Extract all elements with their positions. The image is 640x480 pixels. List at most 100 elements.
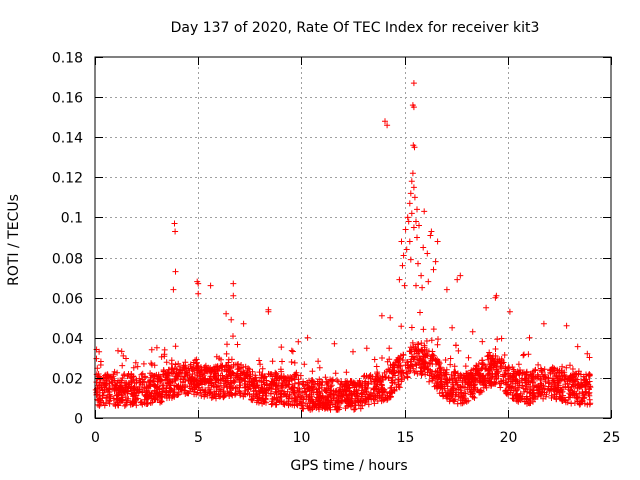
data-point: [159, 388, 166, 395]
data-point: [139, 376, 146, 383]
data-point: [429, 361, 436, 368]
data-point: [256, 357, 263, 364]
data-point: [365, 401, 372, 408]
data-point: [428, 373, 435, 379]
data-point: [96, 348, 103, 355]
data-point: [222, 378, 229, 385]
data-point: [529, 378, 536, 385]
data-point: [289, 348, 296, 355]
data-point: [444, 391, 451, 398]
data-point: [316, 393, 323, 400]
data-point: [163, 391, 170, 398]
data-point: [471, 394, 478, 401]
data-point: [232, 361, 239, 368]
data-point: [559, 363, 566, 370]
data-point: [534, 375, 540, 382]
data-point: [416, 222, 422, 229]
data-point: [168, 357, 175, 364]
data-point: [295, 376, 302, 383]
data-point: [268, 378, 275, 385]
data-point: [155, 392, 162, 399]
data-point: [253, 378, 260, 385]
data-point: [278, 398, 285, 404]
data-point: [408, 324, 415, 331]
data-point: [266, 385, 273, 392]
data-point: [224, 341, 230, 348]
data-point: [574, 343, 581, 350]
data-point: [225, 375, 231, 382]
data-point: [335, 378, 342, 385]
data-point: [411, 348, 418, 355]
data-point: [410, 80, 417, 87]
data-point: [167, 382, 174, 389]
data-point: [355, 390, 361, 397]
data-point: [240, 364, 247, 371]
data-point: [503, 379, 510, 386]
data-point: [234, 374, 241, 380]
data-point: [556, 393, 563, 400]
data-point: [363, 396, 370, 403]
data-point: [224, 367, 231, 374]
data-point: [153, 344, 160, 351]
data-point: [279, 358, 285, 365]
data-point: [398, 238, 405, 245]
data-point: [259, 365, 266, 372]
data-point: [413, 282, 419, 289]
data-point: [428, 228, 435, 235]
data-point: [436, 374, 443, 381]
data-point: [586, 383, 593, 390]
data-point: [426, 378, 433, 385]
data-point: [170, 368, 177, 375]
data-point: [405, 218, 412, 225]
data-point: [131, 389, 138, 396]
data-point: [263, 377, 270, 384]
data-point: [459, 394, 466, 401]
data-point: [205, 379, 212, 386]
data-point: [548, 385, 555, 392]
data-point: [193, 360, 200, 367]
data-point: [524, 388, 531, 395]
data-point: [144, 393, 151, 400]
y-tick-label: 0.18: [52, 51, 83, 67]
data-point: [139, 370, 146, 377]
data-point: [372, 394, 379, 401]
data-point: [228, 316, 235, 323]
data-point: [492, 359, 499, 366]
y-axis-label: ROTI / TECUs: [6, 194, 22, 286]
data-point: [553, 372, 560, 379]
data-point: [418, 340, 425, 347]
data-point: [401, 282, 408, 289]
data-point: [300, 405, 307, 412]
data-point: [338, 381, 345, 388]
data-point: [434, 238, 441, 245]
data-point: [456, 374, 463, 381]
data-point: [451, 372, 458, 379]
data-point: [434, 341, 441, 348]
data-point: [436, 359, 443, 366]
data-point: [164, 372, 171, 379]
y-tick-label: 0.06: [52, 292, 83, 308]
data-point: [236, 379, 243, 386]
data-point: [446, 398, 453, 405]
data-point: [257, 361, 264, 368]
data-point: [409, 170, 416, 177]
data-point: [515, 384, 522, 391]
data-point: [207, 282, 214, 289]
data-point: [449, 324, 456, 331]
data-point: [411, 194, 418, 201]
data-point: [106, 398, 112, 405]
data-point: [585, 391, 592, 397]
data-point: [509, 374, 516, 380]
data-point: [461, 390, 468, 397]
data-point: [371, 390, 378, 397]
data-point: [208, 380, 215, 387]
data-point: [541, 389, 548, 396]
data-point: [386, 345, 393, 352]
data-point: [396, 384, 403, 391]
data-point: [234, 341, 241, 348]
data-point: [430, 326, 437, 333]
data-point: [148, 346, 155, 353]
data-point: [243, 372, 250, 379]
data-point: [542, 374, 549, 381]
data-point: [227, 380, 234, 387]
